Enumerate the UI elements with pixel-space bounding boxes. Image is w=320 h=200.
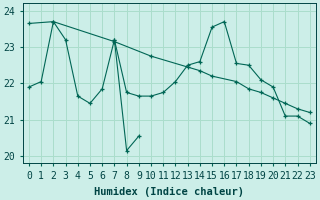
X-axis label: Humidex (Indice chaleur): Humidex (Indice chaleur) bbox=[94, 186, 244, 197]
